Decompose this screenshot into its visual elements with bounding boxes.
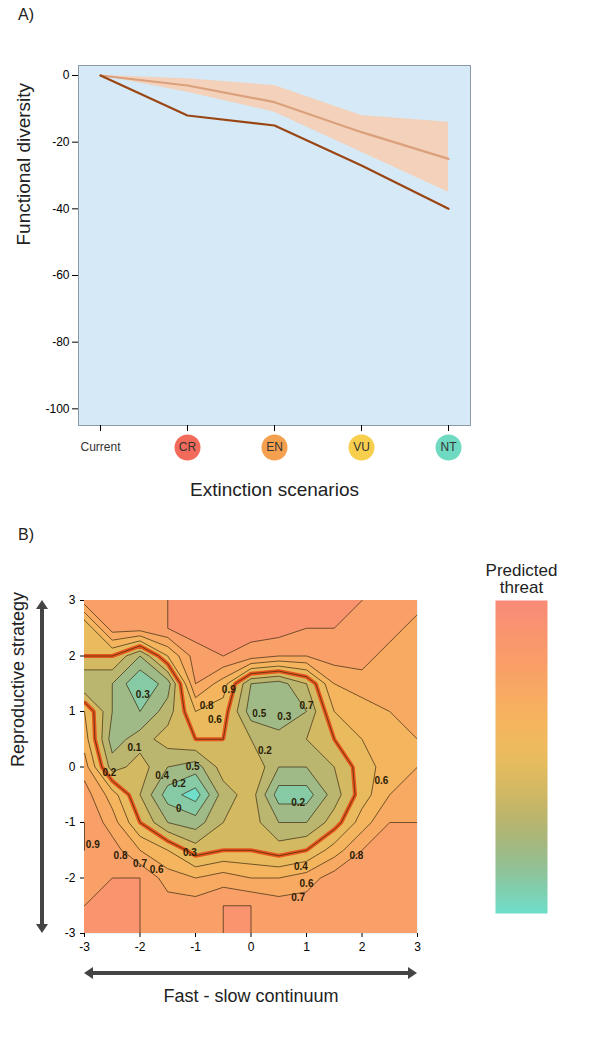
svg-text:0.2: 0.2 xyxy=(291,797,305,808)
svg-text:0.3: 0.3 xyxy=(183,847,197,858)
svg-text:3: 3 xyxy=(414,940,421,954)
svg-text:0.8: 0.8 xyxy=(349,850,363,861)
svg-text:0.8: 0.8 xyxy=(200,700,214,711)
svg-text:0: 0 xyxy=(69,760,76,774)
svg-text:0.3: 0.3 xyxy=(277,711,291,722)
svg-text:3: 3 xyxy=(69,593,76,607)
svg-text:0.8: 0.8 xyxy=(114,850,128,861)
svg-text:0.1: 0.1 xyxy=(127,742,141,753)
svg-text:-100: -100 xyxy=(45,402,69,416)
svg-text:0.7: 0.7 xyxy=(300,700,314,711)
svg-text:NT: NT xyxy=(441,440,458,454)
svg-text:0.7: 0.7 xyxy=(291,892,305,903)
svg-text:Current: Current xyxy=(80,440,121,454)
svg-text:0.5: 0.5 xyxy=(186,761,200,772)
svg-text:0: 0 xyxy=(63,68,70,82)
svg-text:0.4: 0.4 xyxy=(294,861,308,872)
svg-text:VU: VU xyxy=(353,440,370,454)
svg-text:CR: CR xyxy=(179,440,197,454)
svg-text:-1: -1 xyxy=(65,815,76,829)
svg-text:2: 2 xyxy=(359,940,366,954)
svg-text:-40: -40 xyxy=(52,202,70,216)
svg-text:0.9: 0.9 xyxy=(86,839,100,850)
svg-text:0.6: 0.6 xyxy=(208,714,222,725)
svg-text:Fast - slow continuum: Fast - slow continuum xyxy=(163,986,338,1006)
svg-text:0.6: 0.6 xyxy=(300,878,314,889)
svg-text:0: 0 xyxy=(176,803,182,814)
svg-text:0.5: 0.5 xyxy=(252,708,266,719)
svg-text:Extinction scenarios: Extinction scenarios xyxy=(190,479,359,500)
svg-text:1: 1 xyxy=(69,704,76,718)
svg-text:Predictedthreat: Predictedthreat xyxy=(486,561,558,597)
svg-text:0.4: 0.4 xyxy=(155,770,169,781)
svg-text:Functional diversity: Functional diversity xyxy=(13,82,34,245)
svg-text:-3: -3 xyxy=(65,926,76,940)
svg-text:0.6: 0.6 xyxy=(150,864,164,875)
html-text:A): A) xyxy=(18,6,34,23)
svg-text:-2: -2 xyxy=(135,940,146,954)
svg-text:-60: -60 xyxy=(52,268,70,282)
svg-text:-80: -80 xyxy=(52,335,70,349)
svg-text:-1: -1 xyxy=(190,940,201,954)
svg-text:0.6: 0.6 xyxy=(374,775,388,786)
svg-text:0: 0 xyxy=(248,940,255,954)
html-text:B): B) xyxy=(18,526,34,543)
svg-text:Reproductive strategy: Reproductive strategy xyxy=(8,592,28,767)
svg-text:0.2: 0.2 xyxy=(258,745,272,756)
svg-text:0.3: 0.3 xyxy=(136,689,150,700)
svg-text:2: 2 xyxy=(69,649,76,663)
svg-text:0.2: 0.2 xyxy=(172,778,186,789)
svg-text:0.7: 0.7 xyxy=(133,858,147,869)
svg-text:EN: EN xyxy=(266,440,283,454)
svg-text:0.2: 0.2 xyxy=(103,767,117,778)
svg-text:-3: -3 xyxy=(79,940,90,954)
svg-text:-20: -20 xyxy=(52,135,70,149)
svg-text:1: 1 xyxy=(303,940,310,954)
svg-text:0.9: 0.9 xyxy=(222,684,236,695)
svg-text:-2: -2 xyxy=(65,871,76,885)
